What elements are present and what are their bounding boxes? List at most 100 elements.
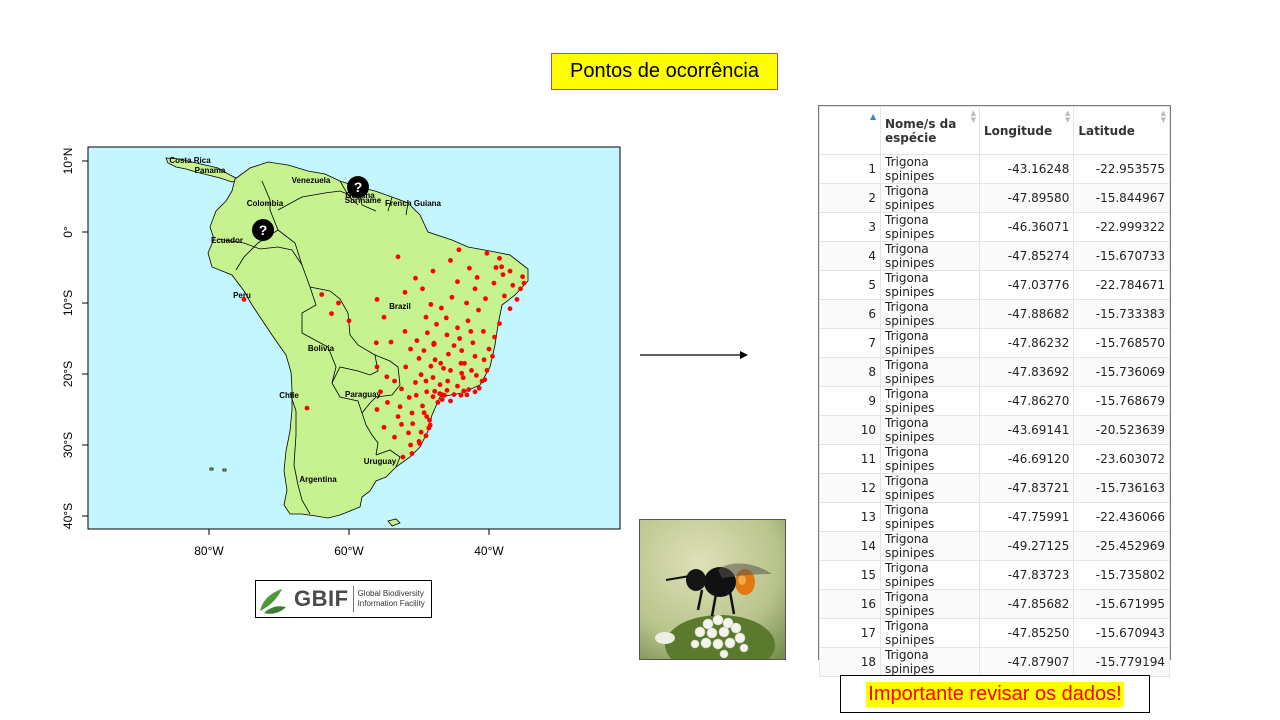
longitude-cell: -47.85274 (978, 241, 1075, 271)
latitude-cell: -22.953575 (1073, 154, 1170, 184)
row-index: 11 (819, 444, 881, 474)
occurrence-point (462, 360, 467, 366)
occurrence-point (464, 300, 469, 306)
occurrence-point (474, 373, 479, 378)
occurrence-map: 10°N 0° 10°S 20°S 30°S 40°S 80°W 60°W 40°W Costa … (40, 135, 640, 565)
sort-asc-icon[interactable]: ▲ (870, 112, 877, 121)
sort-icon[interactable]: ▲ ▼ (970, 109, 976, 124)
occurrence-point (400, 454, 406, 460)
occurrence-point (476, 385, 482, 391)
longitude-cell: -47.83692 (978, 357, 1075, 387)
occurrence-point (435, 400, 441, 405)
occurrence-point (445, 378, 451, 384)
occurrence-point (484, 250, 490, 256)
longitude-cell: -47.83721 (978, 473, 1075, 503)
latitude-cell: -15.735802 (1073, 560, 1170, 590)
occurrence-point (459, 348, 465, 353)
longitude-cell: -47.85250 (978, 618, 1075, 648)
occurrence-point (518, 286, 523, 292)
longitude-cell: -47.89580 (978, 183, 1075, 213)
sort-icon[interactable]: ▲ ▼ (1064, 109, 1071, 124)
latitude-cell: -15.736163 (1073, 473, 1170, 503)
occurrence-point (483, 296, 488, 302)
latitude-cell: -20.523639 (1073, 415, 1170, 445)
occurrence-point (472, 389, 478, 395)
row-index: 7 (819, 328, 881, 358)
unknown-marker-label: ? (259, 222, 268, 238)
occurrence-point (423, 433, 429, 439)
occurrence-point (455, 383, 460, 389)
longitude-cell: -47.83723 (978, 560, 1075, 590)
occurrence-point (448, 258, 453, 263)
occurrence-point (416, 356, 422, 361)
occurrence-point (430, 268, 436, 274)
column-header-species[interactable]: ▲ ▼ Nome/s da espécie (880, 106, 980, 155)
table-row: 6 Trigona spinipes -47.88682 -15.733383 (819, 299, 1170, 329)
occurrence-point (423, 378, 429, 384)
occurrence-point (423, 314, 429, 320)
table-row: 4 Trigona spinipes -47.85274 -15.670733 (819, 241, 1170, 271)
occurrence-point (384, 374, 390, 380)
leaf-icon (260, 589, 286, 614)
latitude-cell: -15.736069 (1073, 357, 1170, 387)
occurrence-point (431, 341, 437, 347)
longitude-cell: -47.86270 (978, 386, 1075, 416)
species-cell: Trigona spinipes (880, 241, 980, 271)
occurrence-point (441, 365, 446, 371)
species-cell: Trigona spinipes (880, 647, 980, 677)
occurrence-point (381, 424, 387, 430)
x-tick-label: 80°W (194, 544, 224, 558)
occurrence-point (500, 272, 506, 277)
longitude-cell: -47.86232 (978, 328, 1075, 358)
country-label: Panama (195, 166, 226, 175)
latitude-cell: -15.670943 (1073, 618, 1170, 648)
unknown-location-markers: ? ? (252, 176, 369, 241)
table-row: 3 Trigona spinipes -46.36071 -22.999322 (819, 212, 1170, 242)
occurrence-point (374, 297, 380, 302)
occurrence-point (424, 414, 430, 419)
occurrence-point (451, 392, 457, 397)
occurrence-point (434, 321, 439, 327)
occurrence-point (241, 297, 247, 302)
occurrence-point (402, 329, 408, 334)
y-tick-label: 40°S (61, 503, 75, 529)
x-tick-label: 40°W (474, 544, 504, 558)
occurrence-point (304, 405, 310, 411)
occurrence-point (507, 306, 513, 312)
table-body: 1 Trigona spinipes -43.16248 -22.953575 2 Tri… (819, 154, 1170, 677)
country-label: Uruguay (364, 457, 397, 466)
gbif-subtitle: Global Biodiversity Information Facility (358, 589, 428, 609)
column-header-index[interactable]: ▲ (819, 106, 881, 155)
occurrence-point (432, 388, 438, 394)
y-tick-label: 10°N (61, 148, 75, 175)
species-cell: Trigona spinipes (880, 502, 980, 532)
occurrence-point (413, 275, 418, 281)
latitude-cell: -15.844967 (1073, 183, 1170, 213)
sort-icon[interactable]: ▲ ▼ (1160, 109, 1166, 124)
land-masses (165, 157, 529, 527)
occurrence-point (424, 389, 430, 395)
island-dot (209, 467, 214, 471)
table-header-row: ▲ ▲ ▼ Nome/s da espécie ▲ ▼ Longitude ▲ ▼ L… (819, 106, 1170, 155)
occurrence-point (346, 318, 352, 324)
occurrence-point (374, 407, 380, 412)
occurrence-point (388, 339, 394, 345)
latitude-cell: -23.603072 (1073, 444, 1170, 474)
occurrence-point (472, 353, 478, 359)
occurrence-point (497, 321, 502, 326)
occurrence-point (336, 300, 341, 306)
table-row: 13 Trigona spinipes -47.75991 -22.436066 (819, 502, 1170, 532)
column-header-latitude[interactable]: ▲ ▼ Latitude (1073, 106, 1170, 155)
occurrence-point (428, 302, 434, 307)
occurrence-point (455, 279, 460, 285)
occurrence-point (439, 397, 445, 402)
gbif-subtitle-line1: Global Biodiversity (357, 589, 424, 598)
occurrence-point (395, 414, 401, 419)
occurrence-point (444, 332, 450, 338)
warning-text: Importante revisar os dados! (866, 681, 1124, 707)
country-label: Chile (279, 391, 299, 400)
occurrence-point (458, 392, 464, 398)
occurrence-point (392, 378, 397, 384)
occurrence-point (430, 394, 436, 400)
column-header-longitude[interactable]: ▲ ▼ Longitude (978, 106, 1075, 155)
